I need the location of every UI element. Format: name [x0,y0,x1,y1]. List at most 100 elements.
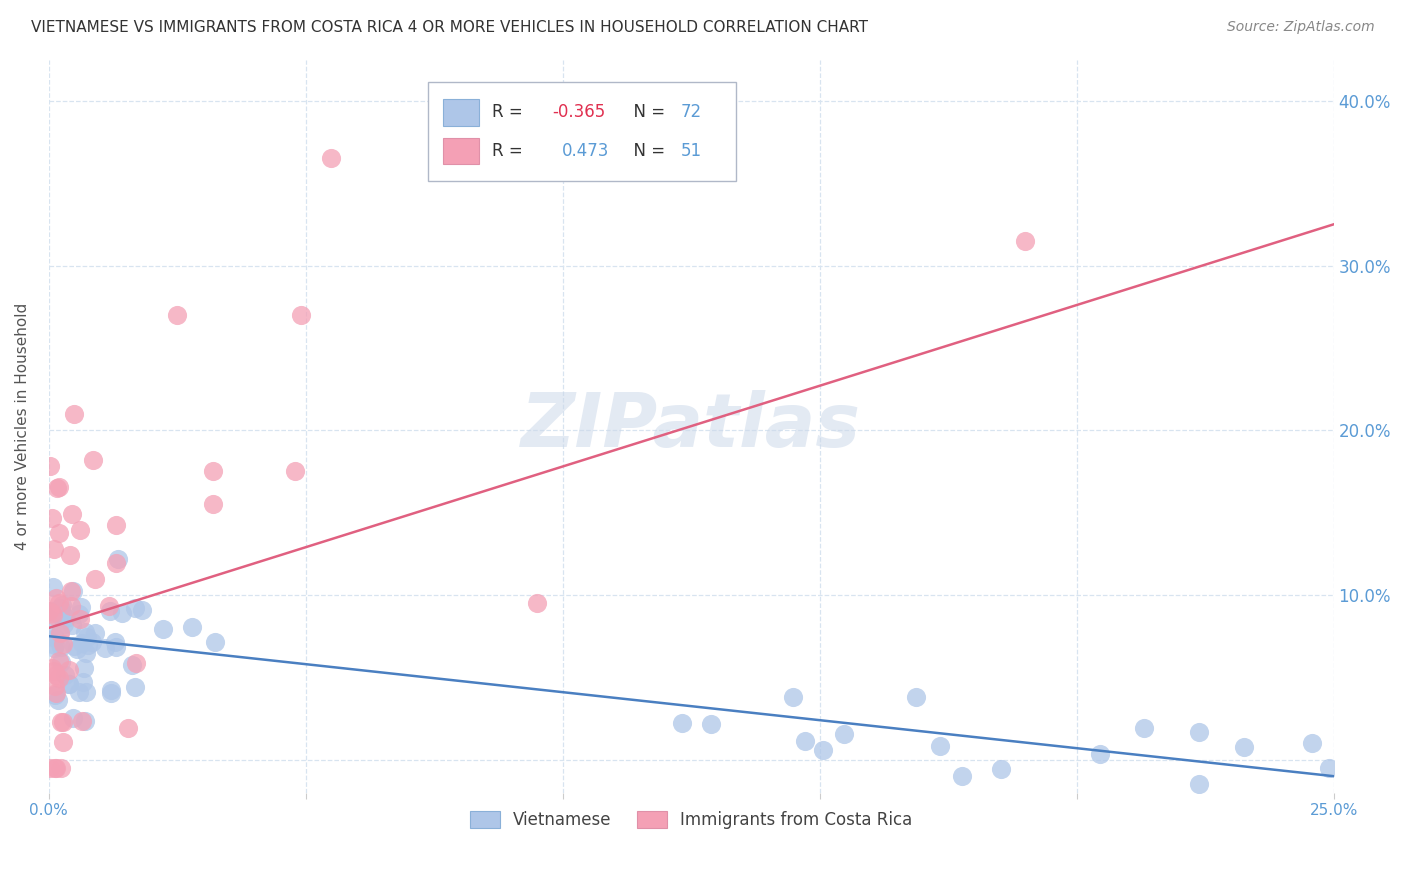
Point [63,639,86,653]
Point [98,604,121,618]
Point [202,497,225,511]
Point [51,599,73,613]
Point [44,638,66,652]
Point [42,641,65,656]
FancyBboxPatch shape [427,81,737,180]
Point [46,693,69,707]
Point [321,152,343,166]
Text: 0.473: 0.473 [561,142,609,161]
Point [1301,736,1323,750]
Point [49,655,72,669]
Point [105,640,128,654]
Point [39,604,62,618]
Point [52,735,75,749]
Point [49,607,72,622]
Point [58,677,80,691]
Point [41,608,63,623]
Point [104,556,127,570]
Point [66,641,89,656]
Point [67,685,90,699]
Point [80,635,103,649]
Point [49,625,72,640]
Point [72,675,94,690]
Point [55,611,77,625]
Text: ZIPatlas: ZIPatlas [522,390,862,463]
Point [990,762,1012,776]
Point [832,727,855,741]
Point [84,572,107,586]
Point [41,511,63,525]
Text: R =: R = [492,142,529,161]
Point [44,632,66,646]
Point [58,663,80,677]
Point [124,600,146,615]
Point [60,508,83,522]
Point [181,620,204,634]
Point [166,308,188,322]
Point [83,625,105,640]
Point [42,580,65,594]
Point [48,595,70,609]
Point [51,714,73,729]
Point [1317,761,1340,775]
Point [107,551,129,566]
Point [70,635,93,649]
Point [51,602,73,616]
Point [75,646,97,660]
Point [928,739,950,753]
Point [67,607,90,621]
Point [813,743,835,757]
Point [38,761,60,775]
Point [1233,740,1256,755]
Point [75,625,97,640]
Point [53,668,76,682]
Point [62,583,84,598]
Point [44,688,66,702]
Point [82,453,104,467]
Point [100,682,122,697]
Point [52,637,75,651]
Point [58,677,80,691]
Point [41,606,63,620]
Point [1014,234,1036,248]
Point [152,622,174,636]
Point [46,481,69,495]
Point [793,733,815,747]
Point [42,609,65,624]
Text: 72: 72 [681,103,702,121]
Point [44,680,66,694]
Point [49,761,72,775]
Point [1090,747,1112,761]
Text: Source: ZipAtlas.com: Source: ZipAtlas.com [1227,20,1375,34]
Point [59,549,82,563]
Point [44,542,66,557]
Point [76,631,98,645]
Text: R =: R = [492,103,529,121]
Point [284,465,307,479]
Text: VIETNAMESE VS IMMIGRANTS FROM COSTA RICA 4 OR MORE VEHICLES IN HOUSEHOLD CORRELA: VIETNAMESE VS IMMIGRANTS FROM COSTA RICA… [31,20,868,35]
Point [48,654,70,668]
FancyBboxPatch shape [443,138,479,164]
Point [39,458,62,473]
Point [104,634,127,648]
Point [1188,724,1211,739]
Point [52,714,75,729]
Legend: Vietnamese, Immigrants from Costa Rica: Vietnamese, Immigrants from Costa Rica [464,804,920,836]
Point [1132,721,1154,735]
Point [75,714,97,729]
Point [49,640,72,654]
Point [44,664,66,678]
Point [70,599,93,614]
Point [950,768,973,782]
Point [131,602,153,616]
Point [49,600,72,615]
Point [45,591,67,605]
Point [94,641,117,656]
Point [59,584,82,599]
Point [904,690,927,704]
Text: N =: N = [623,103,671,121]
FancyBboxPatch shape [443,99,479,126]
Point [39,629,62,643]
Point [699,717,721,731]
Point [125,656,148,670]
